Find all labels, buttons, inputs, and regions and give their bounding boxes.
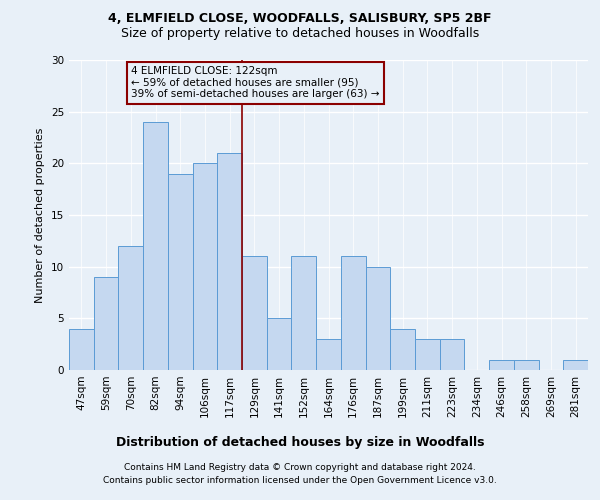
Bar [489,360,514,370]
Bar [217,153,242,370]
Bar [267,318,292,370]
Bar [292,256,316,370]
Bar [563,360,588,370]
Text: Distribution of detached houses by size in Woodfalls: Distribution of detached houses by size … [116,436,484,449]
Bar [341,256,365,370]
Bar [514,360,539,370]
Bar [69,328,94,370]
Bar [168,174,193,370]
Text: Size of property relative to detached houses in Woodfalls: Size of property relative to detached ho… [121,28,479,40]
Bar [94,277,118,370]
Y-axis label: Number of detached properties: Number of detached properties [35,128,46,302]
Bar [440,339,464,370]
Bar [193,164,217,370]
Bar [118,246,143,370]
Bar [365,266,390,370]
Bar [242,256,267,370]
Bar [390,328,415,370]
Text: Contains public sector information licensed under the Open Government Licence v3: Contains public sector information licen… [103,476,497,485]
Bar [143,122,168,370]
Text: Contains HM Land Registry data © Crown copyright and database right 2024.: Contains HM Land Registry data © Crown c… [124,464,476,472]
Bar [316,339,341,370]
Text: 4 ELMFIELD CLOSE: 122sqm
← 59% of detached houses are smaller (95)
39% of semi-d: 4 ELMFIELD CLOSE: 122sqm ← 59% of detach… [131,66,380,100]
Text: 4, ELMFIELD CLOSE, WOODFALLS, SALISBURY, SP5 2BF: 4, ELMFIELD CLOSE, WOODFALLS, SALISBURY,… [108,12,492,26]
Bar [415,339,440,370]
